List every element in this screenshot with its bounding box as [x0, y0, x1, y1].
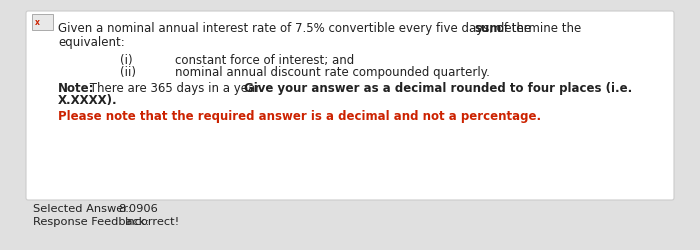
Text: of the: of the	[493, 22, 531, 35]
Text: X.XXXX).: X.XXXX).	[58, 94, 118, 107]
Text: equivalent:: equivalent:	[58, 36, 125, 49]
Text: Incorrect!: Incorrect!	[125, 217, 181, 227]
Text: nominal annual discount rate compounded quarterly.: nominal annual discount rate compounded …	[175, 66, 490, 79]
Text: constant force of interest; and: constant force of interest; and	[175, 54, 354, 67]
Text: Given a nominal annual interest rate of 7.5% convertible every five days, determ: Given a nominal annual interest rate of …	[58, 22, 585, 35]
FancyBboxPatch shape	[32, 14, 52, 30]
Text: (i): (i)	[120, 54, 132, 67]
Text: Give your answer as a decimal rounded to four places (i.e.: Give your answer as a decimal rounded to…	[244, 82, 632, 95]
Text: x: x	[35, 18, 40, 27]
Text: Response Feedback:: Response Feedback:	[33, 217, 149, 227]
Text: sum: sum	[474, 22, 501, 35]
Text: Note:: Note:	[58, 82, 94, 95]
Text: (ii): (ii)	[120, 66, 136, 79]
FancyBboxPatch shape	[26, 11, 674, 200]
Text: Selected Answer:: Selected Answer:	[33, 204, 132, 214]
Text: Please note that the required answer is a decimal and not a percentage.: Please note that the required answer is …	[58, 110, 541, 123]
Text: 8.0906: 8.0906	[118, 204, 158, 214]
Text: There are 365 days in a year.: There are 365 days in a year.	[86, 82, 270, 95]
